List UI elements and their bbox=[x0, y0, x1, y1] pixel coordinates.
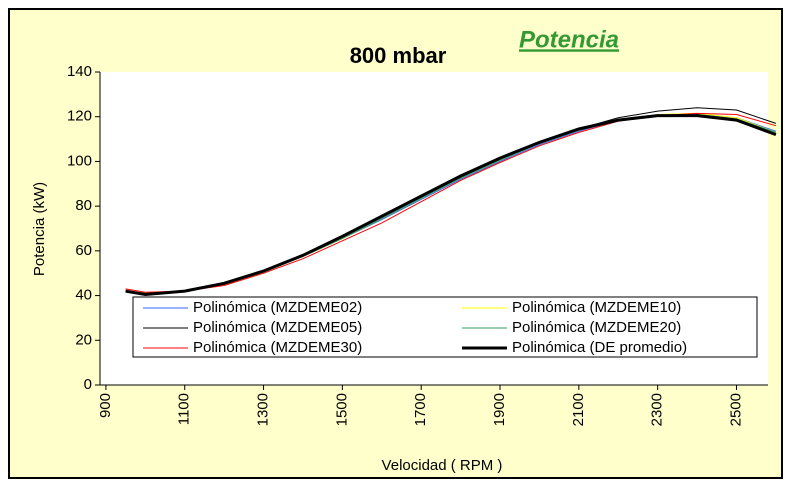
y-tick-label: 140 bbox=[67, 63, 92, 80]
x-tick-label: 1900 bbox=[491, 393, 508, 426]
x-tick-label: 2300 bbox=[649, 393, 666, 426]
x-tick-label: 900 bbox=[97, 393, 114, 418]
legend: Polinómica (MZDEME02) Polinómica (MZDEME1… bbox=[132, 296, 758, 358]
x-tick-label: 1100 bbox=[176, 393, 193, 425]
x-tick-label: 1500 bbox=[333, 393, 350, 426]
axes: 0 20 40 60 80 100 120 140 900 1100 1300 1500 1700 190… bbox=[67, 63, 768, 426]
legend-box bbox=[132, 296, 758, 358]
y-tick-label: 40 bbox=[75, 287, 92, 304]
legend-label: Polinómica (MZDEME30) bbox=[193, 339, 362, 356]
y-tick-label: 0 bbox=[84, 376, 92, 393]
legend-label: Polinómica (MZDEME05) bbox=[193, 319, 362, 336]
legend-label: Polinómica (MZDEME02) bbox=[193, 299, 362, 316]
y-tick-label: 60 bbox=[75, 242, 92, 259]
series-line bbox=[125, 114, 777, 297]
legend-label: Polinómica (MZDEME20) bbox=[512, 319, 681, 336]
y-tick-label: 120 bbox=[67, 108, 92, 125]
chart-title: 800 mbar bbox=[350, 43, 447, 68]
x-tick-label: 1700 bbox=[412, 393, 429, 426]
legend-label: Polinómica (DE promedio) bbox=[512, 339, 687, 356]
annotation: Potencia bbox=[519, 26, 619, 53]
legend-label: Polinómica (MZDEME10) bbox=[512, 299, 681, 316]
y-tick-label: 100 bbox=[67, 152, 92, 169]
y-tick-label: 20 bbox=[75, 331, 92, 348]
x-tick-label: 2500 bbox=[727, 393, 744, 426]
y-tick-label: 80 bbox=[75, 197, 92, 214]
x-tick-label: 2100 bbox=[570, 393, 587, 426]
x-tick-label: 1300 bbox=[255, 393, 272, 426]
x-axis-title: Velocidad ( RPM ) bbox=[382, 457, 503, 474]
y-axis-title: Potencia (kW) bbox=[31, 182, 48, 276]
marks bbox=[125, 107, 777, 297]
